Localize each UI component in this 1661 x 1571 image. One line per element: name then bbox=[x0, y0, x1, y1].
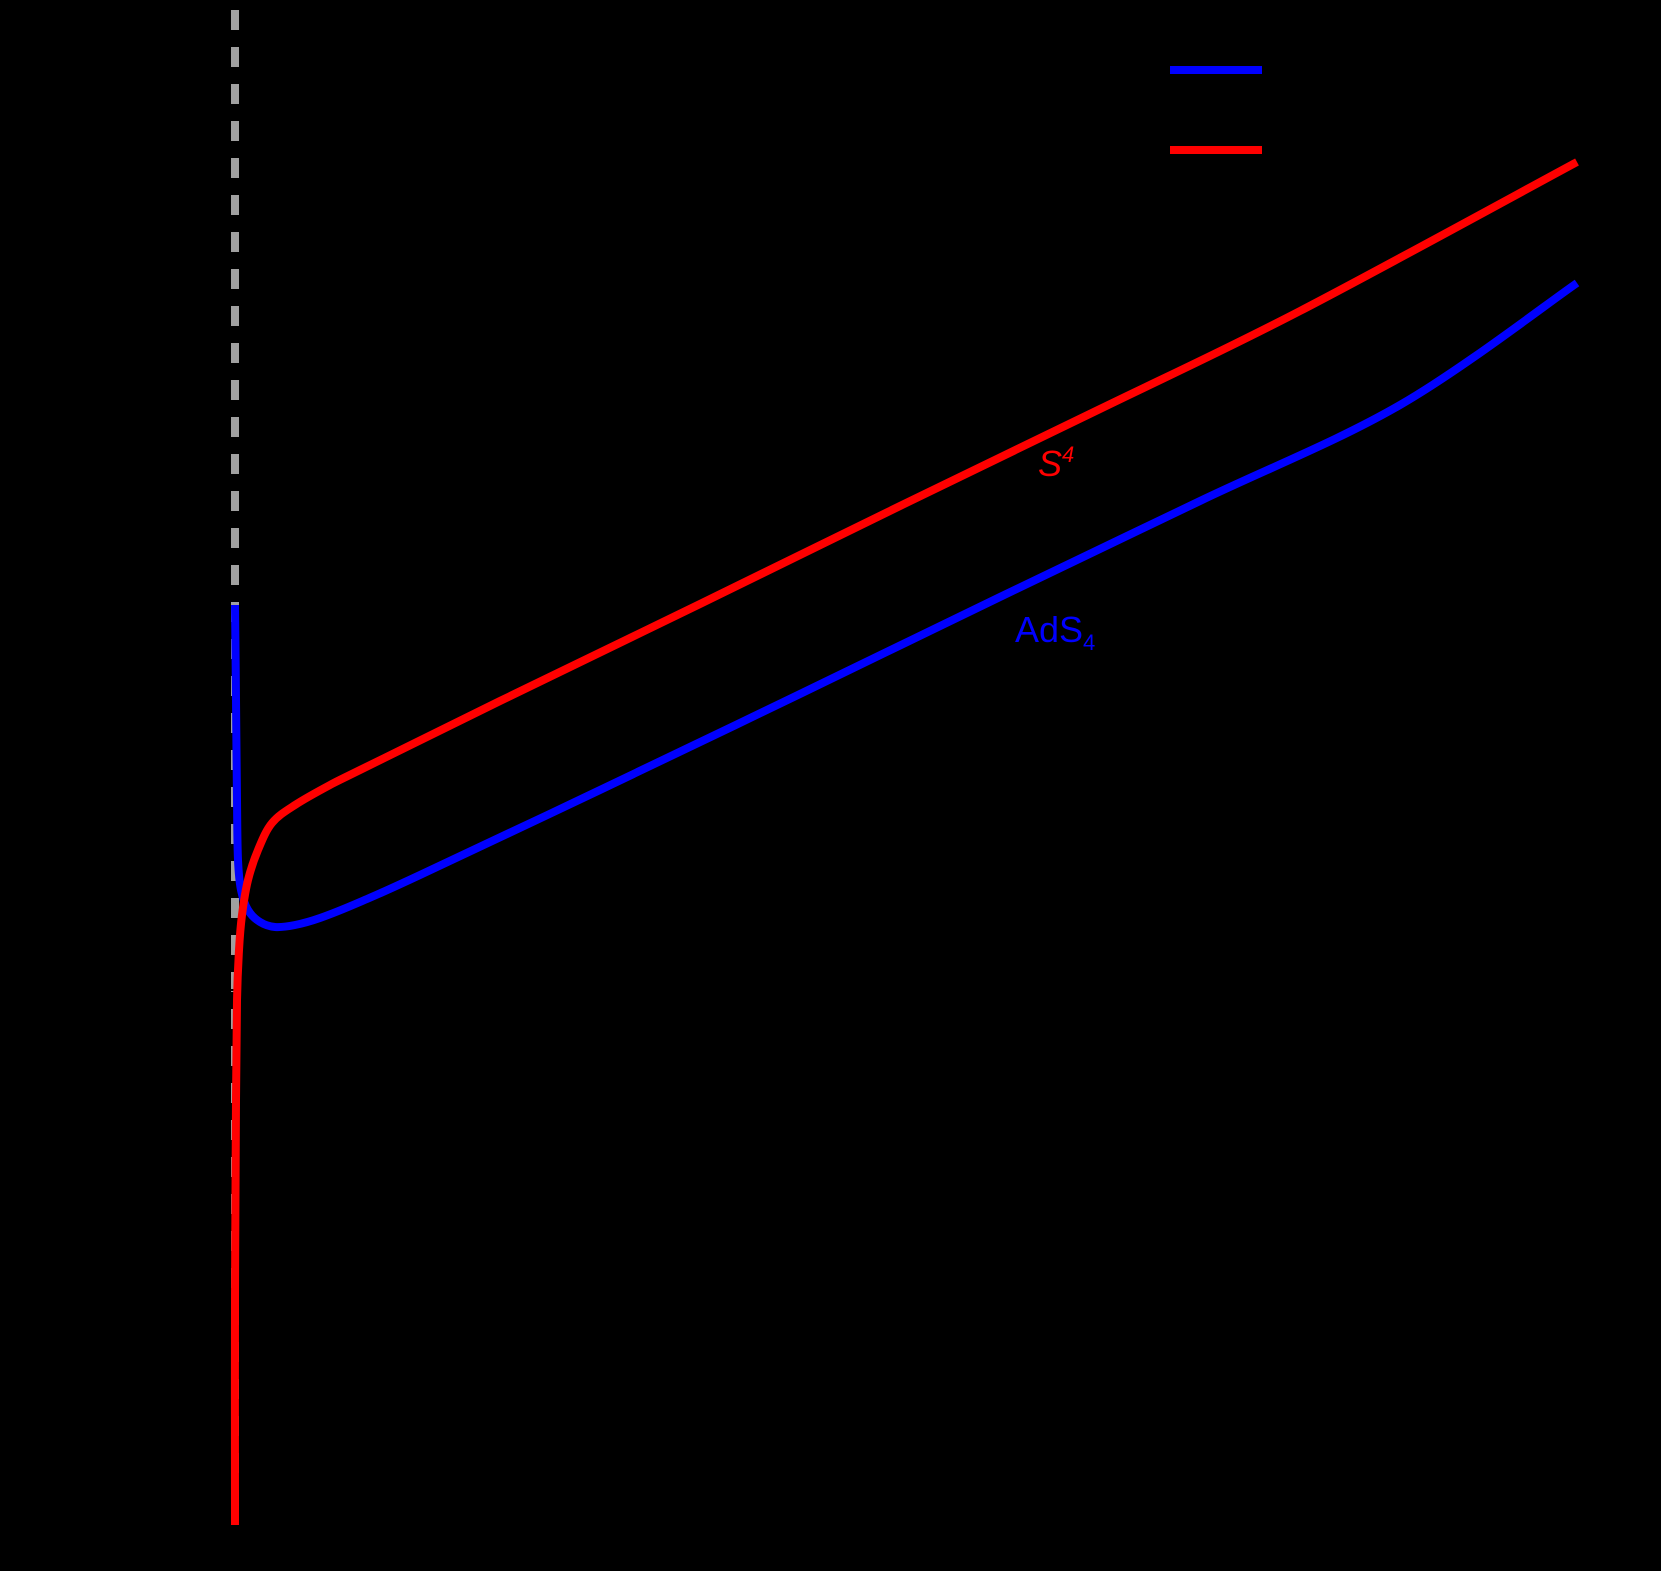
ads4-label-base: AdS bbox=[1015, 609, 1084, 650]
s4-label-superscript: 4 bbox=[1062, 442, 1075, 467]
s4-label-base: S bbox=[1038, 443, 1063, 484]
ads4-curve bbox=[231, 279, 1580, 932]
ads4-curve-label: AdS4 bbox=[1015, 612, 1095, 654]
ads4-label-subscript: 4 bbox=[1083, 630, 1096, 655]
s4-curve-label: S4 bbox=[1038, 444, 1074, 482]
legend bbox=[1170, 30, 1276, 190]
legend-swatch-blue bbox=[1170, 66, 1262, 74]
s4-curve bbox=[230, 158, 1579, 1526]
legend-swatch-red bbox=[1170, 146, 1262, 154]
legend-item-ads4 bbox=[1170, 30, 1276, 110]
legend-item-s4 bbox=[1170, 110, 1276, 190]
